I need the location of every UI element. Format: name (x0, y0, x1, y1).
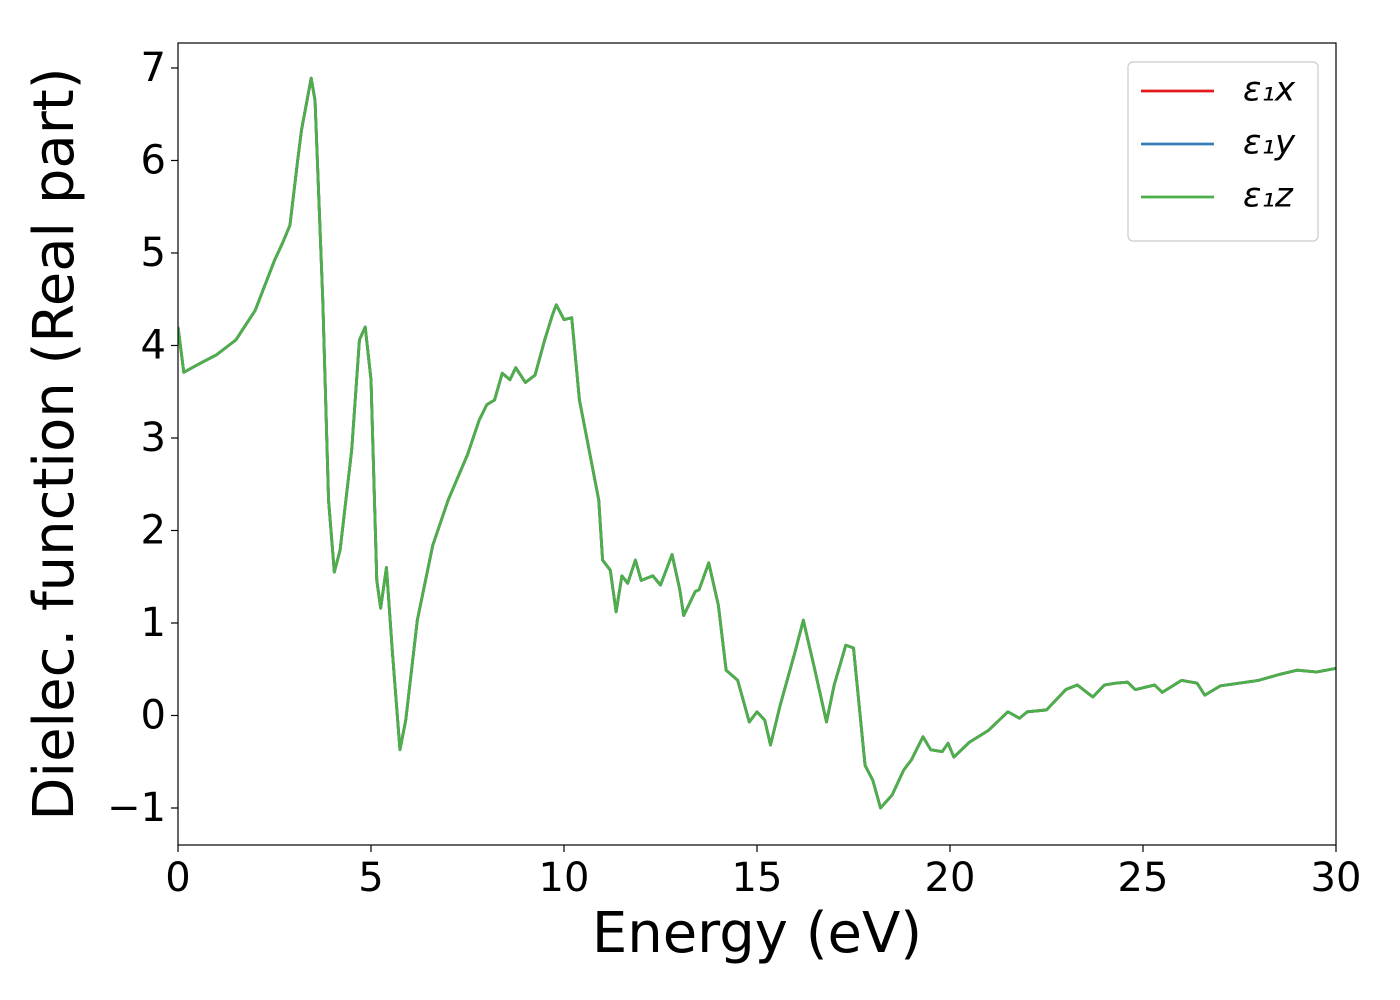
x-tick-label: 5 (358, 855, 383, 901)
x-tick-label: 30 (1311, 855, 1362, 901)
y-tick-label: 6 (141, 137, 166, 183)
y-tick-label: −1 (107, 785, 166, 831)
y-tick-label: 2 (141, 507, 166, 553)
x-tick-label: 25 (1118, 855, 1169, 901)
x-tick-label: 15 (732, 855, 783, 901)
y-tick-label: 1 (141, 600, 166, 646)
data-line (178, 76, 1336, 810)
y-tick-label: 3 (141, 415, 166, 461)
x-tick-label: 20 (925, 855, 976, 901)
x-tick-label: 10 (539, 855, 590, 901)
y-tick-label: 4 (141, 322, 166, 368)
legend-label: ε₁z (1243, 176, 1294, 216)
plot-frame (177, 42, 1337, 846)
x-axis-label: Energy (eV) (592, 901, 922, 966)
y-tick-label: 5 (141, 230, 166, 276)
y-tick-label: 7 (141, 45, 166, 91)
x-tick-label: 0 (165, 855, 190, 901)
legend-label: ε₁x (1243, 70, 1296, 110)
legend-label: ε₁y (1243, 123, 1296, 163)
y-axis-label: Dielec. function (Real part) (22, 67, 87, 820)
y-tick-label: 0 (141, 692, 166, 738)
